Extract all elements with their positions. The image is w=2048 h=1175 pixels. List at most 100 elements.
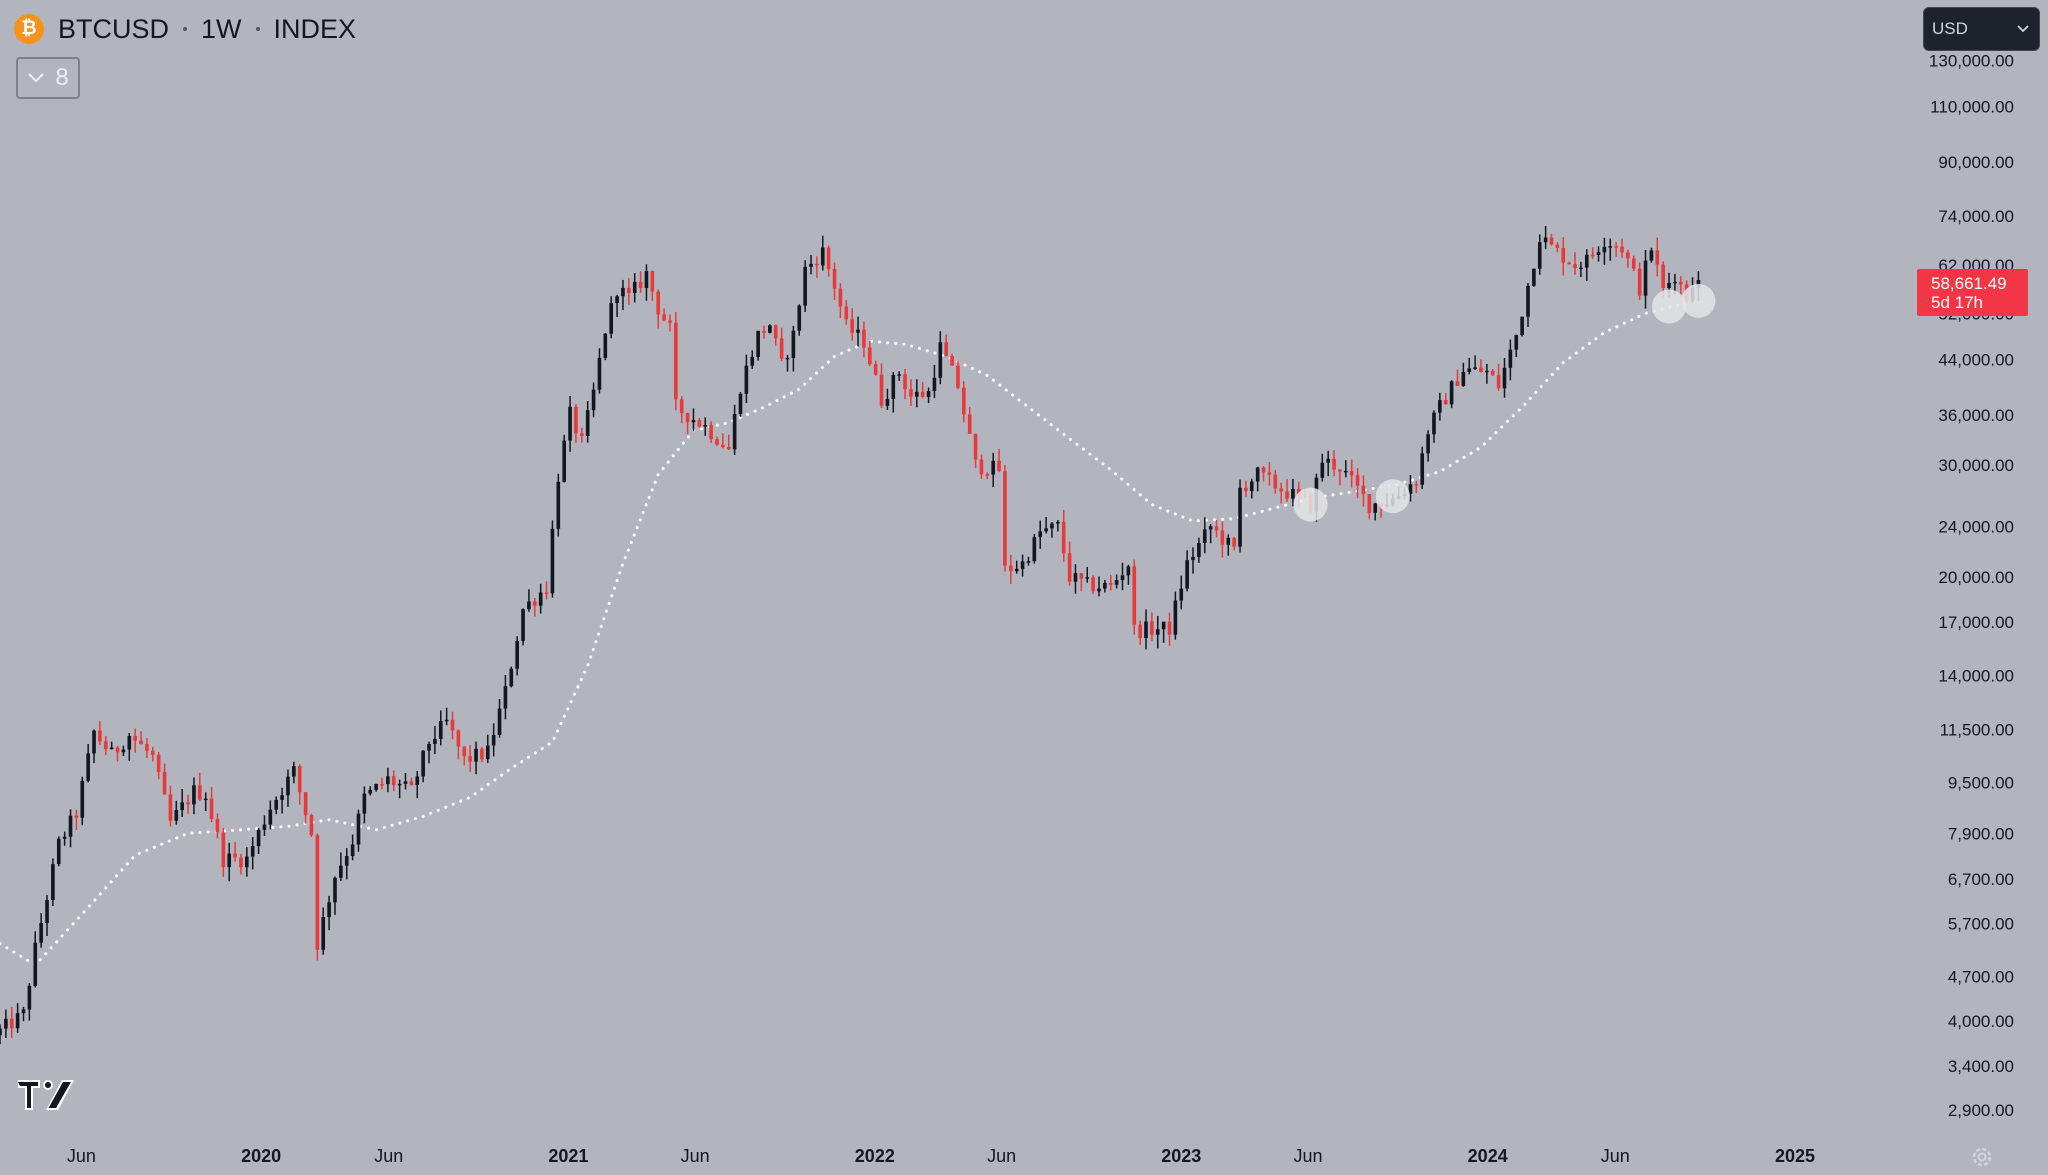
candle bbox=[574, 404, 578, 443]
candle bbox=[1631, 255, 1636, 272]
candle bbox=[380, 777, 384, 790]
candle bbox=[1320, 453, 1325, 482]
candle bbox=[773, 324, 778, 346]
indicators-collapse-button[interactable]: 8 bbox=[16, 57, 80, 99]
time-tick-label: 2023 bbox=[1161, 1146, 1201, 1166]
candle bbox=[1561, 237, 1566, 276]
candle bbox=[1332, 450, 1336, 477]
exchange-label: INDEX bbox=[273, 13, 357, 44]
candle bbox=[145, 737, 149, 758]
candle bbox=[1167, 612, 1172, 646]
candle bbox=[1567, 261, 1571, 265]
candle bbox=[703, 417, 708, 436]
bar-countdown: 5d 17h bbox=[1931, 293, 1983, 312]
time-axis[interactable]: Jun 2020 Jun 2021 Jun 2022 Jun 2023 Jun 2024 Jun 20… bbox=[67, 1146, 1815, 1166]
candle bbox=[121, 745, 126, 757]
candle bbox=[1443, 392, 1448, 405]
candle bbox=[274, 796, 279, 815]
currency-selector[interactable]: USD bbox=[1923, 7, 2040, 51]
candle bbox=[1461, 362, 1466, 387]
time-tick-label: Jun bbox=[67, 1146, 96, 1166]
highlight-marker bbox=[1293, 487, 1328, 522]
candle bbox=[103, 735, 108, 756]
candle bbox=[62, 831, 67, 846]
candle bbox=[1155, 615, 1160, 649]
candle bbox=[726, 434, 731, 451]
candle bbox=[697, 417, 702, 428]
candle bbox=[797, 304, 802, 336]
candle bbox=[409, 777, 414, 786]
candle bbox=[456, 729, 461, 760]
candle bbox=[1473, 355, 1477, 370]
candle bbox=[820, 235, 825, 271]
candle bbox=[51, 858, 55, 907]
candle bbox=[433, 726, 437, 755]
candle bbox=[715, 436, 719, 447]
candle bbox=[262, 815, 267, 836]
candle bbox=[562, 434, 567, 483]
candle bbox=[1185, 550, 1189, 592]
price-tick-label: 24,000.00 bbox=[1938, 518, 2014, 537]
candle bbox=[80, 776, 85, 826]
price-axis[interactable]: 130,000.00110,000.0090,000.0074,000.0062… bbox=[1929, 51, 2014, 1119]
candle bbox=[668, 314, 672, 332]
candle bbox=[292, 761, 296, 784]
interval-label[interactable]: 1W bbox=[201, 13, 242, 44]
candle bbox=[250, 837, 255, 870]
candle bbox=[991, 452, 996, 488]
candle bbox=[1020, 554, 1025, 577]
gear-icon[interactable] bbox=[1969, 1144, 1995, 1170]
time-tick-label: Jun bbox=[374, 1146, 403, 1166]
candle bbox=[1009, 554, 1013, 585]
candle bbox=[1056, 520, 1060, 532]
candle bbox=[1044, 517, 1048, 534]
symbol-header[interactable]: ₿ BTCUSD 1W INDEX bbox=[14, 12, 356, 46]
price-tick-label: 74,000.00 bbox=[1938, 207, 2014, 226]
price-tick-label: 36,000.00 bbox=[1938, 406, 2014, 425]
price-tick-label: 44,000.00 bbox=[1938, 350, 2014, 369]
candle bbox=[1655, 237, 1660, 277]
price-tick-label: 2,900.00 bbox=[1948, 1101, 2014, 1120]
candle bbox=[1637, 262, 1642, 300]
price-tick-label: 90,000.00 bbox=[1938, 153, 2014, 172]
candle bbox=[474, 741, 478, 775]
candle bbox=[1455, 369, 1460, 387]
symbol-name[interactable]: BTCUSD bbox=[58, 13, 170, 44]
candle bbox=[233, 841, 237, 862]
candle bbox=[150, 746, 155, 762]
candle bbox=[98, 721, 102, 745]
candle bbox=[133, 728, 137, 753]
candle bbox=[932, 364, 937, 399]
candle bbox=[550, 520, 555, 598]
candle bbox=[1291, 478, 1295, 507]
candle bbox=[139, 731, 143, 745]
candle bbox=[33, 931, 38, 988]
candle bbox=[68, 809, 73, 848]
candle bbox=[215, 813, 220, 839]
candle bbox=[39, 913, 43, 948]
candle bbox=[1602, 237, 1607, 265]
candle bbox=[803, 260, 807, 312]
candle bbox=[679, 396, 684, 424]
candle bbox=[468, 744, 472, 772]
candle bbox=[1267, 462, 1272, 486]
candle bbox=[303, 792, 308, 824]
separator-dot bbox=[255, 27, 260, 31]
candle bbox=[503, 675, 508, 720]
candle bbox=[192, 777, 196, 815]
candle bbox=[1161, 621, 1166, 643]
tradingview-logo-icon[interactable] bbox=[18, 1080, 78, 1112]
moving-average-line bbox=[0, 298, 1700, 968]
candle bbox=[21, 1006, 26, 1022]
candle bbox=[180, 788, 185, 817]
candle bbox=[168, 785, 173, 827]
candle bbox=[967, 407, 972, 434]
candle bbox=[838, 283, 843, 319]
price-tick-label: 4,000.00 bbox=[1948, 1012, 2014, 1031]
candle bbox=[1432, 410, 1436, 443]
candle bbox=[1208, 524, 1213, 544]
candle bbox=[156, 751, 161, 780]
candle bbox=[732, 404, 737, 456]
time-tick-label: 2021 bbox=[548, 1146, 588, 1166]
